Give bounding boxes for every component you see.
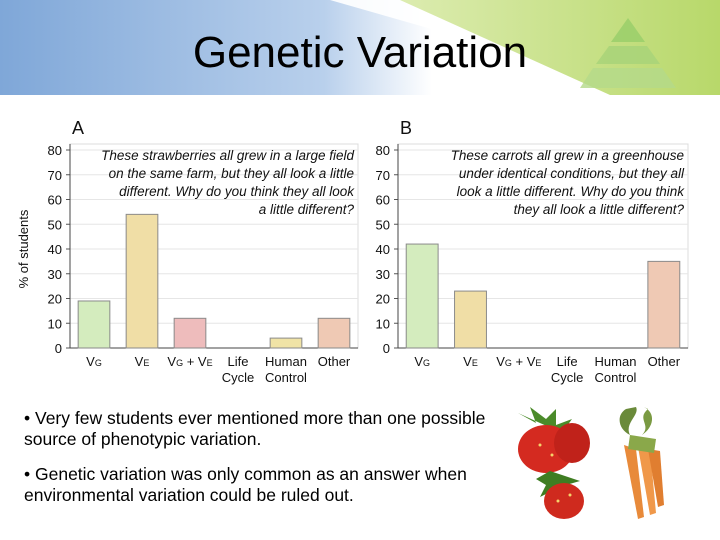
- question-text: a little different?: [259, 202, 355, 217]
- bar: [269, 337, 303, 349]
- y-axis-label: % of students: [16, 209, 31, 288]
- carrot-icon: [619, 407, 664, 519]
- question-text: on the same farm, but they all look a li…: [109, 166, 354, 181]
- y-tick-label: 50: [376, 217, 390, 232]
- x-tick-label: Life: [557, 354, 578, 369]
- header-banner: [0, 0, 720, 95]
- plot-frame: [397, 143, 689, 349]
- question-text: These carrots all grew in a greenhouse: [451, 148, 684, 163]
- page-title: Genetic Variation: [192, 28, 528, 77]
- plot-frame: [69, 143, 359, 349]
- x-tick-label: VG + VE: [496, 354, 541, 369]
- charts-area: 0 10 20 30 40 50 60 70 80 A These strawberries all…: [12, 110, 694, 392]
- x-tick-label: Human: [595, 354, 637, 369]
- y-tick-label: 50: [48, 217, 62, 232]
- question-text: different. Why do you think they all loo…: [119, 184, 355, 199]
- x-tick-label: VE: [135, 354, 150, 369]
- bar: [317, 317, 351, 349]
- y-tick-label: 60: [48, 193, 62, 208]
- slide-header: Genetic Variation: [0, 0, 720, 95]
- y-tick-label: 10: [48, 316, 62, 331]
- y-tick-label: 80: [376, 143, 390, 158]
- bar: [405, 243, 439, 349]
- question-text: These strawberries all grew in a large f…: [101, 148, 354, 163]
- y-tick-label: 30: [48, 267, 62, 282]
- x-tick-label: Human: [265, 354, 307, 369]
- x-tick-label: Other: [648, 354, 681, 369]
- x-tick-label: VE: [463, 354, 478, 369]
- bullet-1: • Very few students ever mentioned more …: [24, 408, 486, 449]
- question-text: they all look a little different?: [514, 202, 685, 217]
- y-tick-label: 60: [376, 193, 390, 208]
- x-tick-label: Cycle: [222, 370, 255, 385]
- bullet-2: • Genetic variation was only common as a…: [24, 464, 467, 505]
- bar: [125, 213, 159, 349]
- question-text: under identical conditions, but they all: [459, 166, 685, 181]
- x-tick-label: VG + VE: [167, 354, 212, 369]
- y-tick-label: 20: [48, 292, 62, 307]
- y-tick-label: 70: [376, 168, 390, 183]
- bullet-list: • Very few students ever mentioned more …: [24, 408, 494, 520]
- x-tick-label: Cycle: [551, 370, 584, 385]
- x-tick-label: VG: [86, 354, 102, 369]
- y-tick-label: 80: [48, 143, 62, 158]
- x-tick-label: Other: [318, 354, 351, 369]
- y-tick-label: 20: [376, 292, 390, 307]
- bar: [647, 260, 681, 349]
- bar: [77, 300, 111, 349]
- y-tick-label: 10: [376, 316, 390, 331]
- bar-charts: 0 10 20 30 40 50 60 70 80 A These strawberries all…: [16, 118, 689, 385]
- x-tick-label: VG: [414, 354, 430, 369]
- x-tick-label: Control: [265, 370, 307, 385]
- strawberries-carrots-photo: [506, 405, 682, 523]
- y-tick-label: 0: [383, 341, 390, 356]
- y-tick-label: 40: [48, 242, 62, 257]
- strawberry-icon: [518, 407, 590, 519]
- bar: [454, 290, 487, 349]
- y-tick-label: 40: [376, 242, 390, 257]
- triangle-logo-icon: [580, 18, 676, 88]
- y-tick-label: 0: [55, 341, 62, 356]
- panel-label: A: [72, 118, 84, 138]
- x-tick-label: Control: [595, 370, 637, 385]
- x-tick-label: Life: [228, 354, 249, 369]
- panel-label: B: [400, 118, 412, 138]
- y-tick-label: 30: [376, 267, 390, 282]
- y-tick-label: 70: [48, 168, 62, 183]
- question-text: look a little different. Why do you thin…: [457, 184, 686, 199]
- bar: [173, 317, 207, 349]
